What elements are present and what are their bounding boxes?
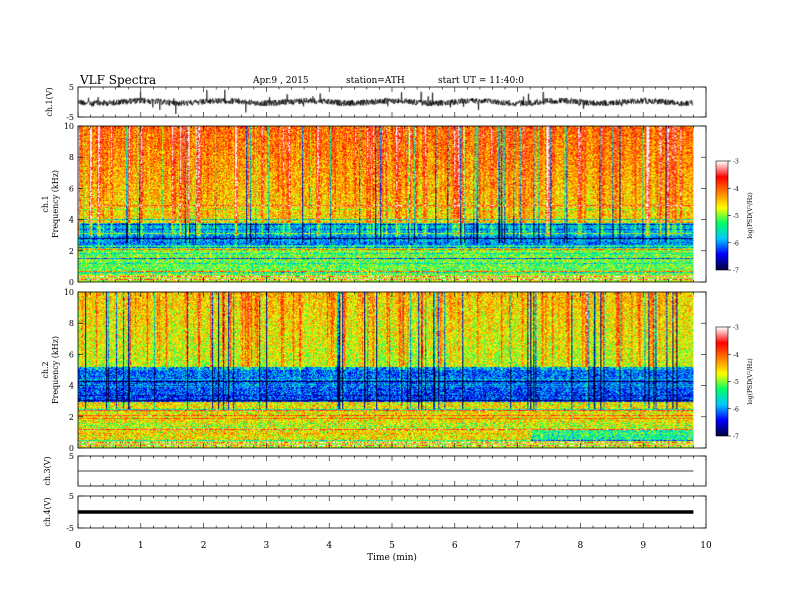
ch1-channel-label: ch.1 [41, 195, 50, 212]
x-axis-label: Time (min) [367, 552, 417, 563]
x-tick-label: 0 [75, 541, 81, 551]
ch1-waveform-trace [78, 87, 694, 117]
ch2-colorbar-tick-label: -5 [733, 379, 739, 386]
ch4-waveform-panel: 5 -5 [66, 492, 707, 533]
ch1-spectrogram-ytick-label: 6 [69, 184, 74, 193]
x-tick-label: 9 [640, 541, 646, 551]
ch1-waveform-ytick-label: -5 [66, 113, 74, 122]
ch3-waveform-ylabel: ch.3(V) [43, 456, 52, 485]
station-label: station=ATH [346, 76, 405, 86]
ch1-colorbar-tick-label: -3 [733, 159, 739, 166]
ch2-colorbar-tick-label: -6 [733, 406, 739, 413]
ch1-waveform-ylabel: ch.1(V) [45, 87, 54, 116]
x-tick-label: 8 [578, 541, 584, 551]
ch1-colorbar-tick-label: -7 [733, 268, 739, 275]
ch2-channel-label: ch.2 [41, 361, 50, 378]
time-axis: 0 1 2 3 4 5 6 7 8 9 10 Time (min) [75, 541, 712, 563]
ch4-waveform-ylabel: ch.4(V) [43, 497, 52, 526]
ch1-spectrogram-ytick-label: 10 [64, 122, 74, 131]
start-time-label: start UT = 11:40:0 [438, 76, 524, 86]
ch2-colorbar-tick-label: -3 [733, 325, 739, 332]
ch1-spectrogram-panel: 0 2 4 6 8 10 [64, 122, 707, 287]
ch3-waveform-ytick-label: 5 [69, 452, 74, 461]
ch4-waveform-ytick-label: -5 [66, 524, 74, 533]
ch1-colorbar-tick-label: -6 [733, 240, 739, 247]
ch1-colorbar-gradient [716, 161, 728, 270]
ch2-spectrogram-ytick-label: 4 [69, 382, 74, 391]
x-tick-label: 2 [201, 541, 207, 551]
x-tick-label: 4 [326, 541, 332, 551]
ch1-waveform-ytick-label: 5 [69, 83, 74, 92]
ch2-colorbar: -3 -4 -5 -6 -7 log(PSD(V²/Hz) [715, 325, 754, 441]
date-label: Apr.9 , 2015 [253, 76, 309, 86]
ch1-spectrogram-ytick-label: 2 [69, 247, 74, 256]
axis-labels: ch.1(V)ch.1 Frequency (kHz)ch.2 Frequency … [41, 87, 60, 526]
ch2-spectrogram-ytick-label: 8 [69, 319, 74, 328]
ch1-colorbar-tick-label: -4 [733, 186, 739, 193]
ch1-spectrogram-image [78, 126, 694, 282]
ch1-spectrogram-ytick-label: 8 [69, 153, 74, 162]
ch2-colorbar-gradient [716, 327, 728, 436]
ch3-waveform-panel: 5 [69, 452, 707, 487]
ch1-spectrogram-ytick-label: 4 [69, 216, 74, 225]
ch2-spectrogram-panel: 0 2 4 6 8 10 [64, 288, 707, 453]
ch2-spectrogram-ytick-label: 2 [69, 413, 74, 422]
ch1-waveform-panel: 5 -5 [66, 83, 707, 122]
ch1-colorbar: -3 -4 -5 -6 -7 log(PSD(V²/Hz) [715, 159, 754, 275]
ch2-colorbar-tick-label: -4 [733, 352, 739, 359]
ch2-spectrogram-image [78, 292, 694, 448]
x-tick-label: 3 [264, 541, 270, 551]
ch1-frequency-ylabel: Frequency (kHz) [51, 170, 60, 238]
x-tick-label: 10 [700, 541, 712, 551]
figure-title: VLF Spectra [80, 73, 157, 87]
ch1-colorbar-tick-label: -5 [733, 213, 739, 220]
ch2-colorbar-label: log(PSD(V²/Hz) [747, 358, 754, 405]
x-tick-label: 5 [389, 541, 395, 551]
ch1-colorbar-label: log(PSD(V²/Hz) [747, 192, 754, 239]
ch1-spectrogram-ytick-label: 0 [69, 278, 74, 287]
x-tick-label: 1 [138, 541, 144, 551]
ch2-colorbar-tick-label: -7 [733, 434, 739, 441]
ch2-spectrogram-ytick-label: 6 [69, 350, 74, 359]
x-tick-label: 6 [452, 541, 458, 551]
ch2-spectrogram-ytick-label: 10 [64, 288, 74, 297]
x-tick-label: 7 [515, 541, 521, 551]
ch2-frequency-ylabel: Frequency (kHz) [51, 336, 60, 404]
ch4-waveform-ytick-label: 5 [69, 492, 74, 501]
ch2-spectrogram-ytick-label: 0 [69, 444, 74, 453]
